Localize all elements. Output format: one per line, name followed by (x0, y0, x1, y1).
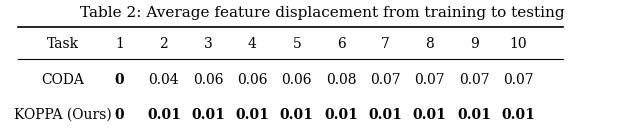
Text: Task: Task (47, 37, 79, 51)
Text: 0.01: 0.01 (324, 108, 358, 122)
Text: 0: 0 (115, 108, 124, 122)
Text: 1: 1 (115, 37, 124, 51)
Text: 9: 9 (470, 37, 479, 51)
Text: 5: 5 (292, 37, 301, 51)
Text: 0.01: 0.01 (413, 108, 447, 122)
Text: 8: 8 (426, 37, 434, 51)
Text: 0.06: 0.06 (237, 73, 268, 87)
Text: 10: 10 (509, 37, 527, 51)
Text: 0: 0 (115, 73, 124, 87)
Text: 0.01: 0.01 (147, 108, 181, 122)
Text: 2: 2 (159, 37, 168, 51)
Text: 0.01: 0.01 (236, 108, 269, 122)
Text: 0.01: 0.01 (280, 108, 314, 122)
Text: 0.06: 0.06 (193, 73, 223, 87)
Text: Table 2: Average feature displacement from training to testing: Table 2: Average feature displacement fr… (80, 6, 564, 20)
Text: 0.01: 0.01 (457, 108, 491, 122)
Text: 3: 3 (204, 37, 212, 51)
Text: 0.01: 0.01 (369, 108, 403, 122)
Text: KOPPA (Ours): KOPPA (Ours) (13, 108, 111, 122)
Text: 6: 6 (337, 37, 346, 51)
Text: 0.07: 0.07 (459, 73, 490, 87)
Text: CODA: CODA (41, 73, 84, 87)
Text: 0.01: 0.01 (501, 108, 535, 122)
Text: 0.07: 0.07 (415, 73, 445, 87)
Text: 0.06: 0.06 (282, 73, 312, 87)
Text: 0.01: 0.01 (191, 108, 225, 122)
Text: 0.04: 0.04 (148, 73, 179, 87)
Text: 4: 4 (248, 37, 257, 51)
Text: 0.08: 0.08 (326, 73, 356, 87)
Text: 0.07: 0.07 (370, 73, 401, 87)
Text: 7: 7 (381, 37, 390, 51)
Text: 0.07: 0.07 (503, 73, 534, 87)
